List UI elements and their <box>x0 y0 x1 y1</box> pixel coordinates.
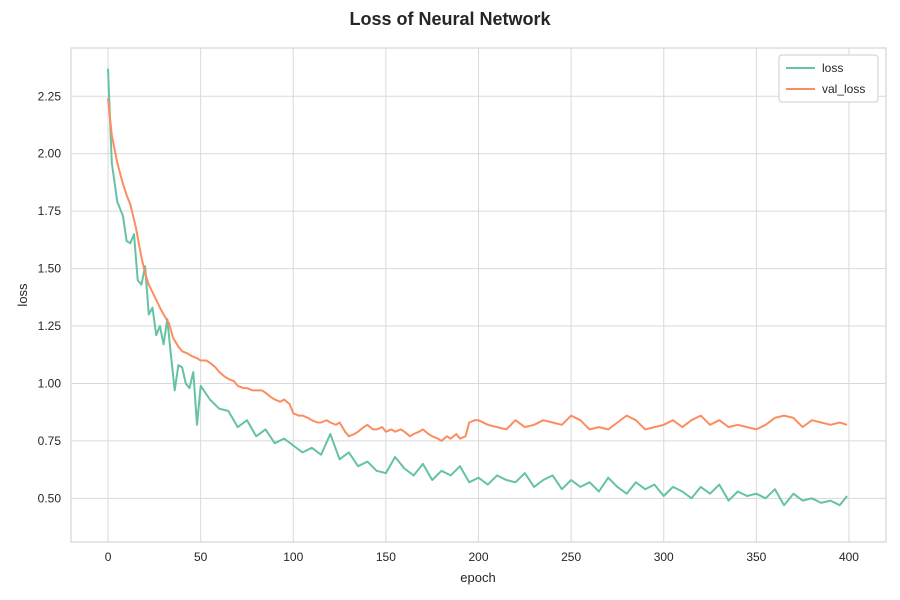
x-tick-label: 100 <box>283 550 303 564</box>
x-tick-label: 50 <box>194 550 208 564</box>
series-line-loss <box>107 68 848 507</box>
x-axis-label: epoch <box>460 570 495 585</box>
tick-labels: 0 50 100 150 200 250 300 350 400 0.50 0.75 1.00 1.25… <box>38 89 860 564</box>
y-tick-label: 2.00 <box>38 147 62 161</box>
x-tick-label: 0 <box>105 550 112 564</box>
chart-title: Loss of Neural Network <box>349 9 551 29</box>
y-tick-label: 1.75 <box>38 204 62 218</box>
y-tick-label: 1.25 <box>38 319 62 333</box>
y-tick-label: 0.75 <box>38 434 62 448</box>
y-tick-label: 1.50 <box>38 262 62 276</box>
y-tick-label: 2.25 <box>38 89 62 103</box>
x-tick-label: 300 <box>654 550 674 564</box>
x-tick-label: 200 <box>468 550 488 564</box>
x-tick-label: 250 <box>561 550 581 564</box>
y-tick-label: 1.00 <box>38 376 62 390</box>
y-axis-label: loss <box>15 283 30 307</box>
x-tick-label: 350 <box>746 550 766 564</box>
legend-box <box>778 54 879 103</box>
legend-label-loss: loss <box>822 61 843 75</box>
series-layer <box>107 68 848 507</box>
series-line-val-loss <box>107 98 848 442</box>
y-tick-label: 0.50 <box>38 491 62 505</box>
x-tick-label: 150 <box>376 550 396 564</box>
legend: loss val_loss <box>778 54 879 103</box>
x-tick-label: 400 <box>839 550 859 564</box>
legend-label-val-loss: val_loss <box>822 82 865 96</box>
grid-lines <box>71 48 886 542</box>
